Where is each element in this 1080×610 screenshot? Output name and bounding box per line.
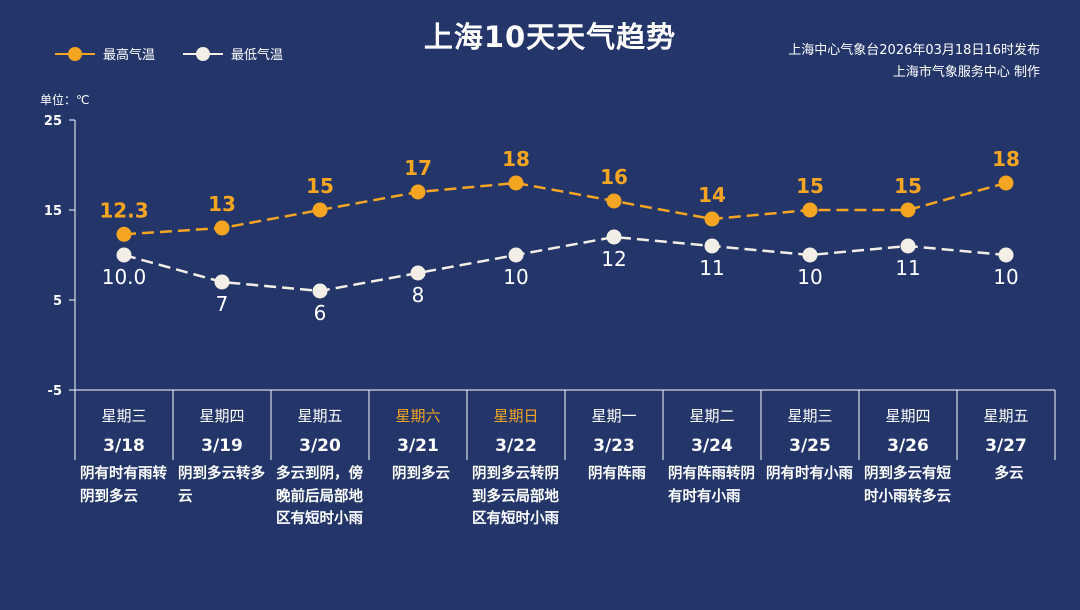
date-label: 3/22 xyxy=(495,436,537,456)
low-data-label: 11 xyxy=(699,256,724,280)
low-point xyxy=(704,238,720,254)
y-tick-label: 25 xyxy=(44,114,62,129)
legend-item-high: 最高气温 xyxy=(55,44,155,63)
low-point xyxy=(508,247,524,263)
weather-description: 阴有阵雨 xyxy=(588,466,646,482)
date-label: 3/27 xyxy=(985,436,1027,456)
high-marker-icon xyxy=(55,46,95,61)
low-series-line xyxy=(123,235,1007,293)
high-series-line xyxy=(123,181,1007,236)
issuer-line2: 上海市气象服务中心 制作 xyxy=(892,65,1040,80)
weekday-label: 星期五 xyxy=(297,407,342,425)
low-point xyxy=(312,283,328,299)
low-point xyxy=(900,238,916,254)
high-point xyxy=(410,184,426,200)
weekday-label: 星期日 xyxy=(493,407,538,425)
high-point xyxy=(998,175,1014,191)
legend: 最高气温 最低气温 xyxy=(55,44,283,63)
y-tick-label: -5 xyxy=(48,384,62,399)
date-label: 3/23 xyxy=(593,436,635,456)
date-label: 3/24 xyxy=(691,436,733,456)
unit-label: 单位：℃ xyxy=(40,93,90,107)
low-data-label: 10.0 xyxy=(102,265,147,289)
weekday-label: 星期三 xyxy=(787,407,832,425)
high-data-label: 18 xyxy=(992,147,1020,171)
weekday-label: 星期五 xyxy=(983,407,1028,425)
legend-item-low: 最低气温 xyxy=(183,44,283,63)
weekday-label: 星期三 xyxy=(101,407,146,425)
weather-description: 阴有时有雨转阴到多云 xyxy=(80,466,167,505)
high-point xyxy=(508,175,524,191)
weekday-label: 星期一 xyxy=(591,407,636,425)
high-point xyxy=(214,220,230,236)
high-point xyxy=(312,202,328,218)
date-label: 3/26 xyxy=(887,436,929,456)
low-data-label: 11 xyxy=(895,256,920,280)
high-data-label: 13 xyxy=(208,192,236,216)
high-point xyxy=(606,193,622,209)
weather-description: 阴有阵雨转阴有时有小雨 xyxy=(668,466,755,505)
weather-description: 阴到多云 xyxy=(392,466,450,482)
y-tick-label: 5 xyxy=(53,294,62,309)
low-data-label: 10 xyxy=(993,265,1018,289)
weather-description: 阴到多云转阴到多云局部地区有短时小雨 xyxy=(472,466,559,527)
weather-description: 阴有时有小雨 xyxy=(766,466,853,482)
weekday-label: 星期四 xyxy=(199,407,244,425)
high-point xyxy=(900,202,916,218)
low-point xyxy=(410,265,426,281)
low-marker-icon xyxy=(183,46,224,61)
issuer: 上海中心气象台2026年03月18日16时发布 上海市气象服务中心 制作 xyxy=(788,40,1040,84)
high-data-label: 15 xyxy=(306,174,334,198)
low-data-label: 6 xyxy=(314,301,327,325)
low-data-label: 8 xyxy=(412,283,425,307)
weekday-label: 星期四 xyxy=(885,407,930,425)
legend-label-high: 最高气温 xyxy=(103,48,156,63)
low-data-label: 12 xyxy=(601,247,626,271)
date-label: 3/21 xyxy=(397,436,439,456)
high-point xyxy=(802,202,818,218)
high-data-label: 14 xyxy=(698,183,726,207)
date-label: 3/20 xyxy=(299,436,341,456)
low-point xyxy=(802,247,818,263)
high-data-label: 16 xyxy=(600,165,628,189)
date-label: 3/18 xyxy=(103,436,145,456)
legend-label-low: 最低气温 xyxy=(231,48,284,63)
y-tick-label: 15 xyxy=(44,204,62,219)
high-data-label: 15 xyxy=(796,174,824,198)
chart-title: 上海10天天气趋势 xyxy=(423,20,677,54)
low-point xyxy=(998,247,1014,263)
weekday-label: 星期二 xyxy=(689,407,734,425)
high-data-label: 12.3 xyxy=(99,198,148,222)
low-point xyxy=(214,274,230,290)
weekday-label: 星期六 xyxy=(395,407,440,425)
date-label: 3/25 xyxy=(789,436,831,456)
low-data-label: 10 xyxy=(797,265,822,289)
date-label: 3/19 xyxy=(201,436,243,456)
weather-description: 多云 xyxy=(994,466,1024,482)
high-point xyxy=(116,226,132,242)
high-data-label: 18 xyxy=(502,147,530,171)
high-point xyxy=(704,211,720,227)
high-data-label: 15 xyxy=(894,174,922,198)
weather-description: 多云到阴，傍晚前后局部地区有短时小雨 xyxy=(276,466,363,527)
high-data-label: 17 xyxy=(404,156,432,180)
weather-description: 阴到多云转多云 xyxy=(178,466,265,505)
weather-description: 阴到多云有短时小雨转多云 xyxy=(864,466,951,505)
low-data-label: 10 xyxy=(503,265,528,289)
low-point xyxy=(606,229,622,245)
low-data-label: 7 xyxy=(216,292,229,316)
low-point xyxy=(116,247,132,263)
issuer-line1: 上海中心气象台2026年03月18日16时发布 xyxy=(788,43,1040,58)
